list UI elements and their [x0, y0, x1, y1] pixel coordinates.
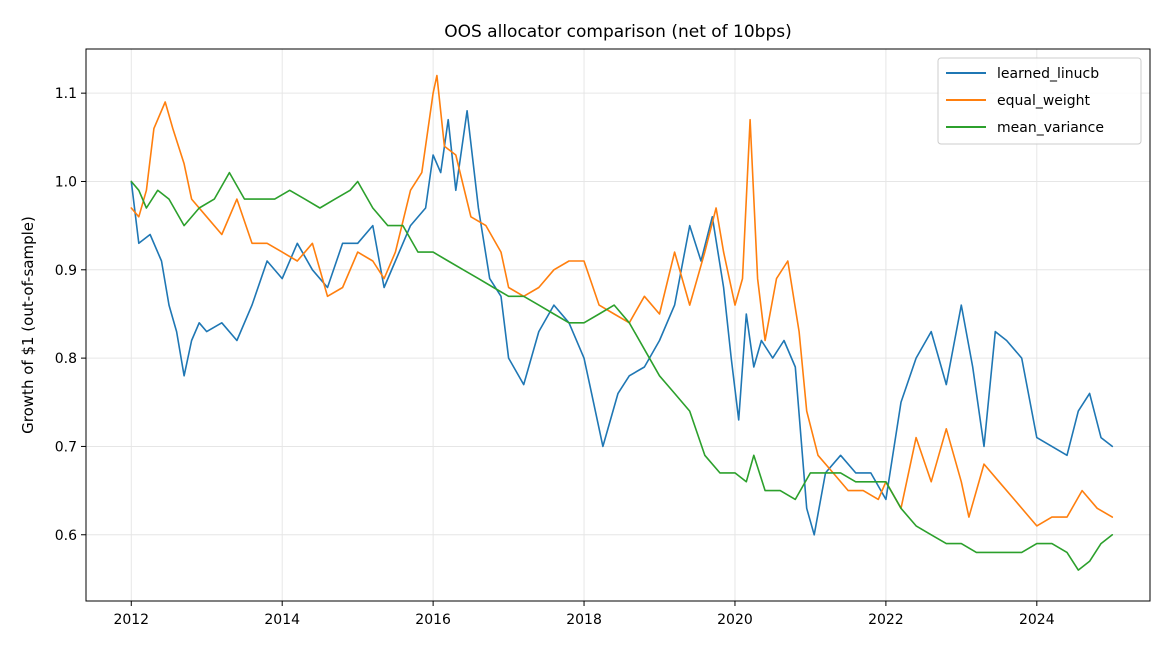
y-tick-label: 0.7 — [55, 439, 77, 455]
legend: learned_linucb equal_weight mean_variance — [937, 57, 1142, 145]
y-tick-label: 1.1 — [55, 86, 77, 102]
x-tick-label: 2016 — [415, 612, 451, 628]
legend-box — [937, 57, 1142, 145]
chart-title: OOS allocator comparison (net of 10bps) — [444, 22, 792, 42]
legend-label: learned_linucb — [997, 66, 1099, 82]
x-tick-label: 2018 — [566, 612, 602, 628]
x-tick-label: 2020 — [717, 612, 753, 628]
y-axis: 0.6 0.7 0.8 0.9 1.0 1.1 — [55, 86, 86, 544]
y-tick-label: 0.6 — [55, 528, 77, 544]
y-tick-label: 1.0 — [55, 174, 77, 190]
legend-label: equal_weight — [997, 93, 1091, 109]
x-tick-label: 2022 — [868, 612, 904, 628]
x-tick-label: 2024 — [1019, 612, 1055, 628]
series-line-mean-variance — [130, 171, 1114, 571]
legend-label: mean_variance — [997, 120, 1104, 136]
x-tick-label: 2014 — [264, 612, 300, 628]
series-line-learned-linucb — [130, 110, 1114, 536]
x-axis: 2012 2014 2016 2018 2020 2022 2024 — [113, 601, 1055, 628]
y-tick-label: 0.8 — [55, 351, 77, 367]
series-layer — [130, 74, 1114, 571]
y-tick-label: 0.9 — [55, 263, 77, 279]
x-tick-label: 2012 — [113, 612, 149, 628]
y-axis-label: Growth of $1 (out-of-sample) — [19, 216, 37, 434]
plot-frame — [85, 48, 1151, 602]
series-line-equal-weight — [130, 74, 1114, 527]
